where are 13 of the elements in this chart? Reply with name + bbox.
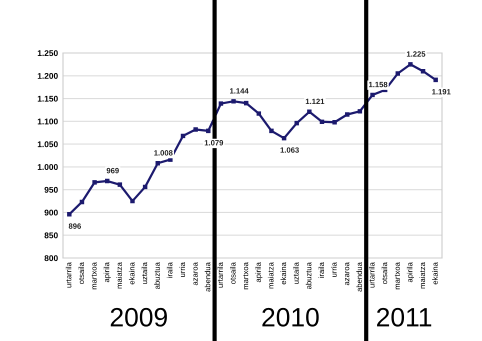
y-tick-label: 1.000 <box>38 164 58 170</box>
y-tick-label: 1.150 <box>38 96 58 102</box>
y-tick-label: 1.100 <box>38 118 58 124</box>
y-tick-label: 1.250 <box>38 50 58 56</box>
y-tick-label: 1.200 <box>38 72 58 79</box>
y-tick-label: 950 <box>44 186 58 193</box>
y-tick-label: 850 <box>44 232 58 238</box>
y-tick-label: 800 <box>44 255 58 262</box>
y-tick-label: 900 <box>44 210 58 216</box>
text: 2009 <box>110 308 167 327</box>
text: 2011 <box>377 308 432 327</box>
text: 2010 <box>262 308 319 327</box>
y-tick-label: 1.050 <box>38 141 58 148</box>
